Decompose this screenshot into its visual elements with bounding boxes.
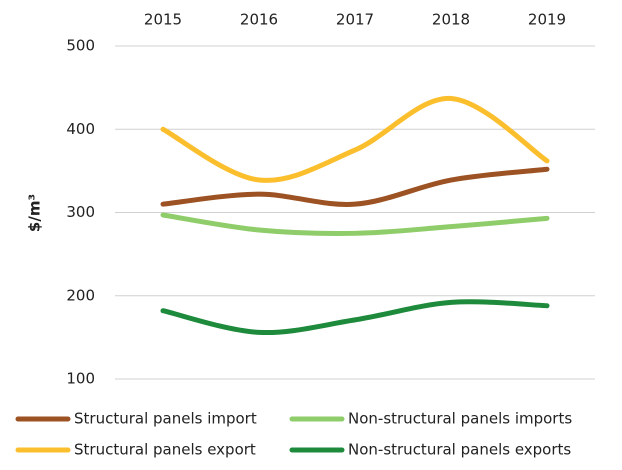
- line: [160, 166, 550, 207]
- y-tick-label: 500: [66, 37, 95, 55]
- x-tick-label: 2015: [144, 11, 182, 29]
- legend-label: Non-structural panels imports: [348, 410, 572, 428]
- legend-label: Structural panels import: [74, 410, 257, 428]
- y-tick-label: 100: [66, 370, 95, 388]
- x-tick-label: 2018: [432, 11, 470, 29]
- line: [160, 95, 550, 183]
- y-axis-label: $/m³: [26, 194, 44, 232]
- x-tick-label: 2019: [528, 11, 566, 29]
- legend-label: Structural panels export: [74, 441, 256, 459]
- x-tick-label: 2017: [336, 11, 374, 29]
- y-tick-label: 200: [66, 286, 95, 304]
- y-tick-label: 400: [66, 120, 95, 138]
- x-tick-label: 2016: [240, 11, 278, 29]
- y-tick-label: 300: [66, 203, 95, 221]
- legend-label: Non-structural panels exports: [348, 441, 571, 459]
- line: [160, 299, 550, 336]
- line: [160, 212, 550, 236]
